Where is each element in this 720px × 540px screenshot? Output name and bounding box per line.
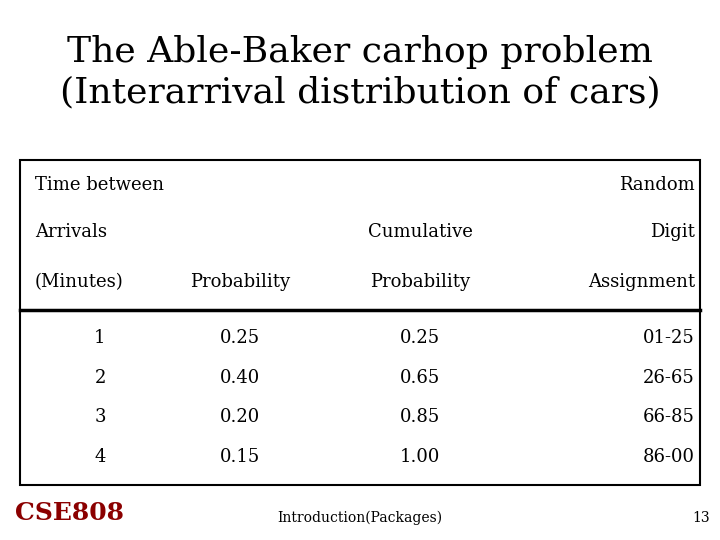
Text: 1: 1 <box>94 329 106 347</box>
Text: Probability: Probability <box>190 273 290 291</box>
Text: Cumulative: Cumulative <box>368 223 472 241</box>
Text: Time between: Time between <box>35 176 164 194</box>
Text: 13: 13 <box>693 511 710 525</box>
Text: Assignment: Assignment <box>588 273 695 291</box>
Text: 86-00: 86-00 <box>643 448 695 466</box>
Text: Arrivals: Arrivals <box>35 223 107 241</box>
Text: 01-25: 01-25 <box>643 329 695 347</box>
Text: 66-85: 66-85 <box>643 408 695 427</box>
Text: 3: 3 <box>94 408 106 427</box>
Text: 0.40: 0.40 <box>220 369 260 387</box>
Text: (Minutes): (Minutes) <box>35 273 124 291</box>
Text: 1.00: 1.00 <box>400 448 440 466</box>
Text: Digit: Digit <box>650 223 695 241</box>
Text: 0.25: 0.25 <box>400 329 440 347</box>
Text: 0.25: 0.25 <box>220 329 260 347</box>
Bar <box>20 160 700 485</box>
Text: 26-65: 26-65 <box>643 369 695 387</box>
Text: Random: Random <box>619 176 695 194</box>
Text: 0.15: 0.15 <box>220 448 260 466</box>
Text: Probability: Probability <box>370 273 470 291</box>
Text: 0.20: 0.20 <box>220 408 260 427</box>
Text: Introduction(Packages): Introduction(Packages) <box>277 511 443 525</box>
Text: The Able-Baker carhop problem
(Interarrival distribution of cars): The Able-Baker carhop problem (Interarri… <box>60 35 660 110</box>
Text: 0.65: 0.65 <box>400 369 440 387</box>
Text: 4: 4 <box>94 448 106 466</box>
Text: 2: 2 <box>94 369 106 387</box>
Text: CSE808: CSE808 <box>15 501 124 525</box>
Text: 0.85: 0.85 <box>400 408 440 427</box>
